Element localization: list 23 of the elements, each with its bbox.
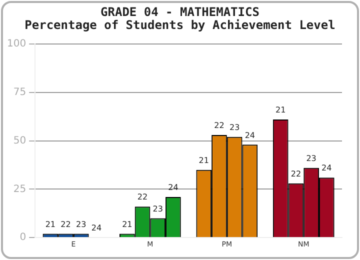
chart-title: GRADE 04 - MATHEMATICS [100, 5, 260, 19]
y-tick-label: 25 [13, 184, 26, 195]
text: 24 [91, 224, 102, 233]
text: 23 [229, 123, 240, 132]
text: 21 [276, 106, 286, 115]
text: 22 [137, 192, 148, 202]
text: 22 [60, 220, 71, 229]
series-label: 23 [152, 204, 163, 214]
y-tick-label: 50 [13, 135, 26, 146]
text: 21 [45, 220, 56, 229]
y-tick-label: 0 [20, 232, 26, 244]
text: 23 [76, 220, 86, 229]
text: 24 [322, 164, 332, 173]
chart-subtitle: Percentage of Students by Achievement Level [24, 18, 336, 32]
series-label: 22 [290, 169, 302, 178]
text: 21 [122, 220, 132, 229]
text: 24 [168, 183, 178, 192]
text: 23 [306, 154, 316, 163]
text: 22 [214, 121, 224, 130]
y-tick-label: 75 [13, 86, 26, 98]
y-tick-label: 100 [6, 38, 26, 50]
series-label: 21 [198, 156, 209, 165]
series-label: 24 [244, 130, 256, 140]
